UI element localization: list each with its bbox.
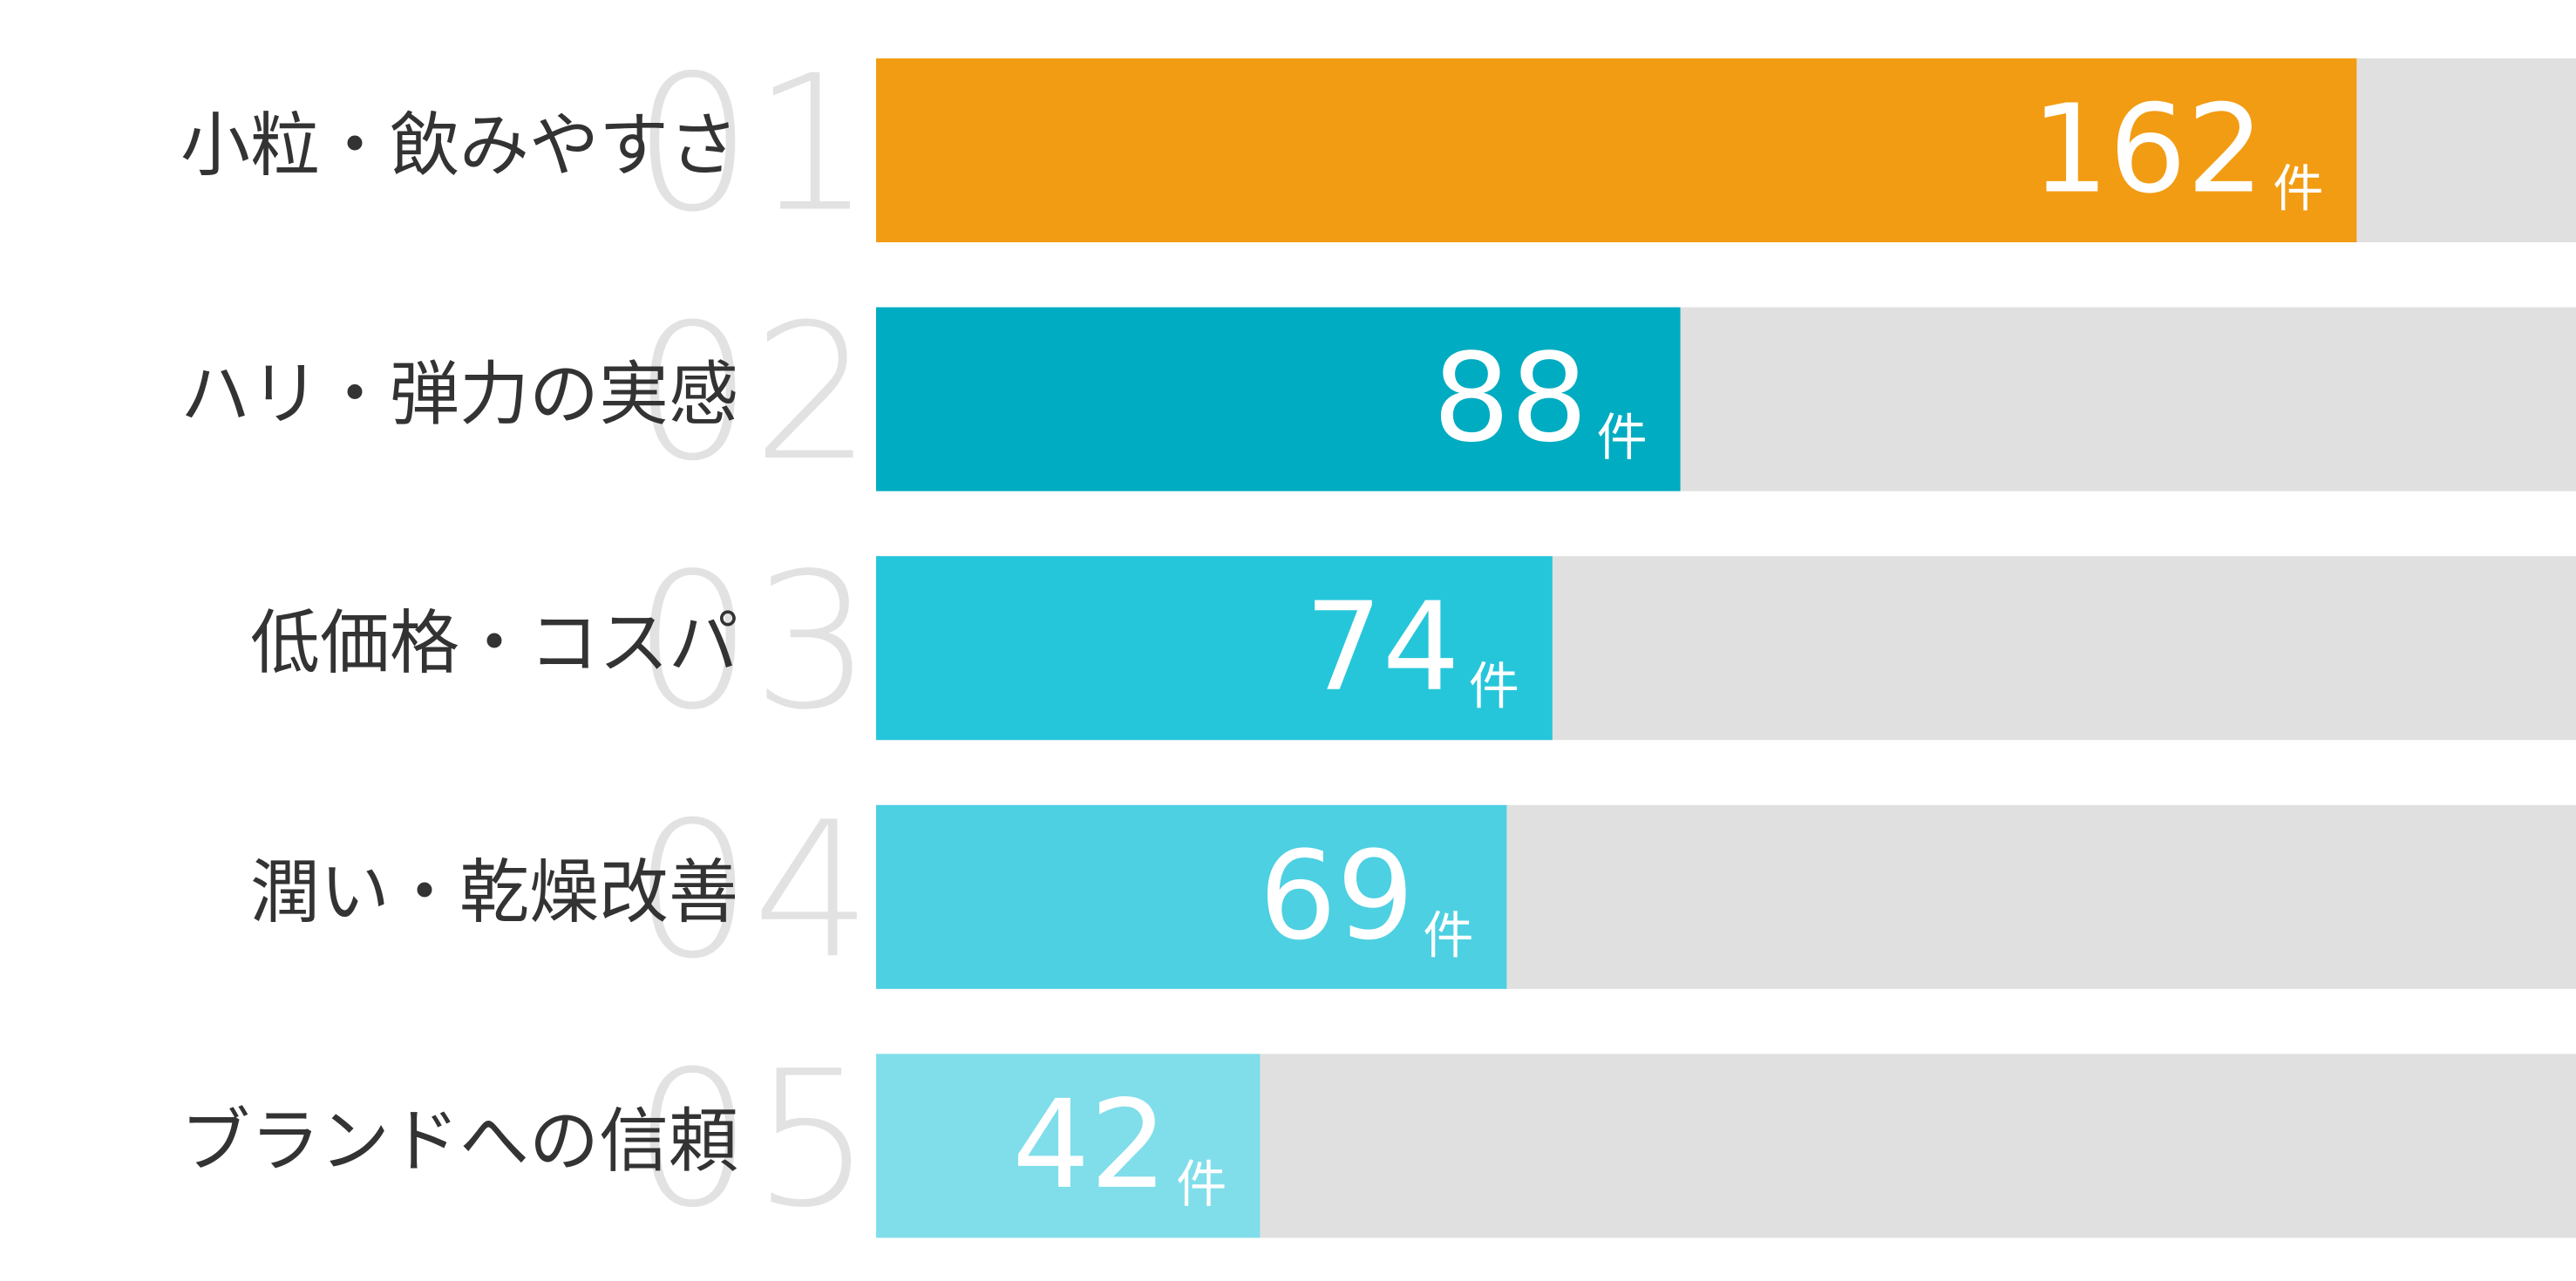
value-label: 74 件 — [1305, 576, 1519, 718]
bar — [876, 307, 1681, 491]
value-label: 88 件 — [1432, 328, 1647, 470]
value-label: 162 件 — [2031, 78, 2323, 220]
value-number: 69 — [1259, 825, 1414, 967]
bar — [876, 58, 2357, 242]
category-label: 小粒・飲みやすさ — [180, 105, 738, 186]
value-number: 42 — [1012, 1074, 1167, 1216]
category-label: ブランドへの信頼 — [180, 1101, 738, 1182]
category-label: 潤い・乾燥改善 — [250, 851, 738, 932]
value-unit: 件 — [1597, 408, 1648, 467]
rank-number: 05 — [633, 1030, 872, 1249]
bar — [876, 1054, 1261, 1238]
rank-number: 04 — [633, 781, 872, 1000]
value-number: 162 — [2031, 78, 2264, 220]
value-label: 69 件 — [1259, 825, 1473, 967]
value-number: 74 — [1305, 576, 1460, 718]
value-label: 42 件 — [1012, 1074, 1227, 1216]
category-label: 低価格・コスパ — [250, 603, 738, 684]
rank-number: 02 — [633, 283, 872, 502]
value-unit: 件 — [2273, 159, 2323, 219]
value-unit: 件 — [1176, 1155, 1227, 1214]
category-label: ハリ・弾力の実感 — [180, 354, 738, 435]
rank-number: 03 — [633, 532, 872, 751]
value-unit: 件 — [1469, 657, 1519, 716]
value-unit: 件 — [1423, 905, 1473, 965]
bar — [876, 556, 1553, 741]
value-number: 88 — [1432, 328, 1587, 470]
bar — [876, 804, 1507, 989]
rank-number: 01 — [633, 35, 872, 254]
